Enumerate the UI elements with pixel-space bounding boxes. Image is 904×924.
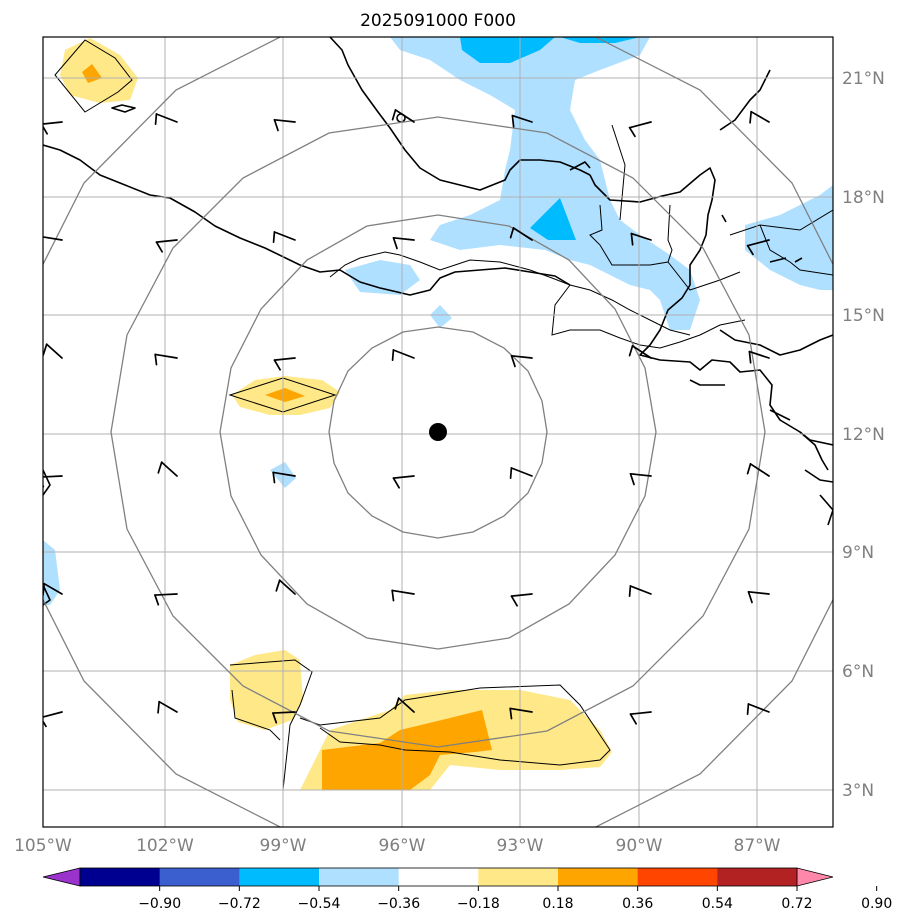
country-borders (54, 39, 833, 791)
colorbar-segment (717, 868, 798, 886)
colorbar-segment (398, 868, 479, 886)
wind-barb (392, 475, 415, 489)
wind-barb (509, 467, 533, 480)
wind-barb (628, 121, 652, 138)
wind-barb (746, 463, 770, 477)
figure-title: 2025091000 F000 (360, 11, 516, 31)
lon-label: 90°W (616, 836, 663, 856)
lat-label: 18°N (842, 188, 885, 208)
colorbar-segment (558, 868, 639, 886)
colorbar-tick-label: 0.90 (861, 896, 892, 912)
wind-barb (43, 121, 63, 135)
lat-label: 12°N (842, 425, 885, 445)
lon-label: 87°W (734, 836, 781, 856)
range-rings (43, 37, 833, 827)
lat-label: 9°N (842, 543, 874, 563)
colorbar-tick-label: −0.18 (457, 896, 500, 912)
wind-barb (509, 227, 533, 241)
wind-barb (154, 113, 178, 126)
wind-barb (43, 343, 63, 359)
wind-barb (272, 231, 296, 244)
wind-barb (43, 475, 63, 488)
wind-barb (157, 700, 178, 714)
wind-barb (509, 707, 533, 720)
wind-barb (510, 593, 533, 607)
wind-barb (629, 472, 652, 486)
colorbar-tick-label: −0.54 (298, 896, 341, 912)
colorbar-extend-low (42, 867, 81, 887)
colorbar-extend-high (796, 867, 834, 887)
wind-barb (43, 235, 63, 241)
wind-barb (748, 350, 770, 364)
wind-barb (275, 579, 296, 595)
colorbar-segment (80, 868, 161, 886)
wind-barb (272, 471, 296, 484)
lat-label: 15°N (842, 306, 885, 326)
map-frame (42, 36, 834, 828)
lat-label: 6°N (842, 662, 874, 682)
wind-barb (749, 110, 770, 124)
colorbar-tick-label: −0.36 (377, 896, 420, 912)
wind-barb (154, 593, 178, 606)
colorbar-tick-label: 0.72 (781, 896, 812, 912)
lon-label: 105°W (14, 836, 72, 856)
colorbar-segment (319, 868, 400, 886)
wind-barb (272, 711, 296, 724)
wind-barb (154, 353, 178, 366)
colorbar-segment (159, 868, 240, 886)
wind-barb (747, 590, 770, 604)
map-area (43, 37, 833, 827)
colorbar-tick-label: 0.18 (542, 896, 573, 912)
negative-anomaly-fill (43, 37, 833, 605)
colorbar-segment (478, 868, 559, 886)
latitude-axis: 21°N 18°N 15°N 12°N 9°N 6°N 3°N (842, 69, 885, 801)
colorbar: −0.90 −0.72 −0.54 −0.36 −0.18 0.18 0.36 0.54 0.7… (42, 867, 892, 912)
wind-barb (629, 711, 652, 725)
wind-barb (628, 345, 652, 359)
lon-label: 96°W (379, 836, 426, 856)
lon-label: 99°W (260, 836, 307, 856)
wind-barb (394, 697, 415, 713)
wind-barb (391, 349, 415, 362)
wind-barb (628, 585, 652, 598)
colorbar-tick-label: −0.72 (218, 896, 261, 912)
strong-negative-anomaly-fill (460, 37, 640, 240)
wind-barb (511, 114, 533, 128)
coastlines (43, 37, 833, 606)
wind-barb (273, 118, 296, 132)
lon-label: 93°W (497, 836, 544, 856)
wind-barb (746, 239, 770, 256)
wind-barb (391, 589, 415, 602)
wind-barb (510, 354, 533, 368)
wind-barb (157, 461, 178, 477)
wind-barb (630, 232, 652, 246)
colorbar-segment (239, 868, 320, 886)
colorbar-tick-label: 0.54 (702, 896, 733, 912)
wind-barb (746, 703, 770, 716)
colorbar-segment (637, 868, 718, 886)
wind-barb (273, 357, 296, 371)
storm-center-marker (429, 423, 447, 441)
wind-barb (392, 236, 415, 250)
wind-barb (155, 239, 178, 253)
lon-label: 102°W (136, 836, 194, 856)
colorbar-tick-label: 0.36 (622, 896, 653, 912)
lat-label: 3°N (842, 781, 874, 801)
lat-label: 21°N (842, 69, 885, 89)
longitude-axis: 105°W 102°W 99°W 96°W 93°W 90°W 87°W (14, 836, 781, 856)
wind-barb (391, 109, 415, 123)
colorbar-tick-label: −0.90 (138, 896, 181, 912)
wind-barbs (43, 109, 770, 728)
